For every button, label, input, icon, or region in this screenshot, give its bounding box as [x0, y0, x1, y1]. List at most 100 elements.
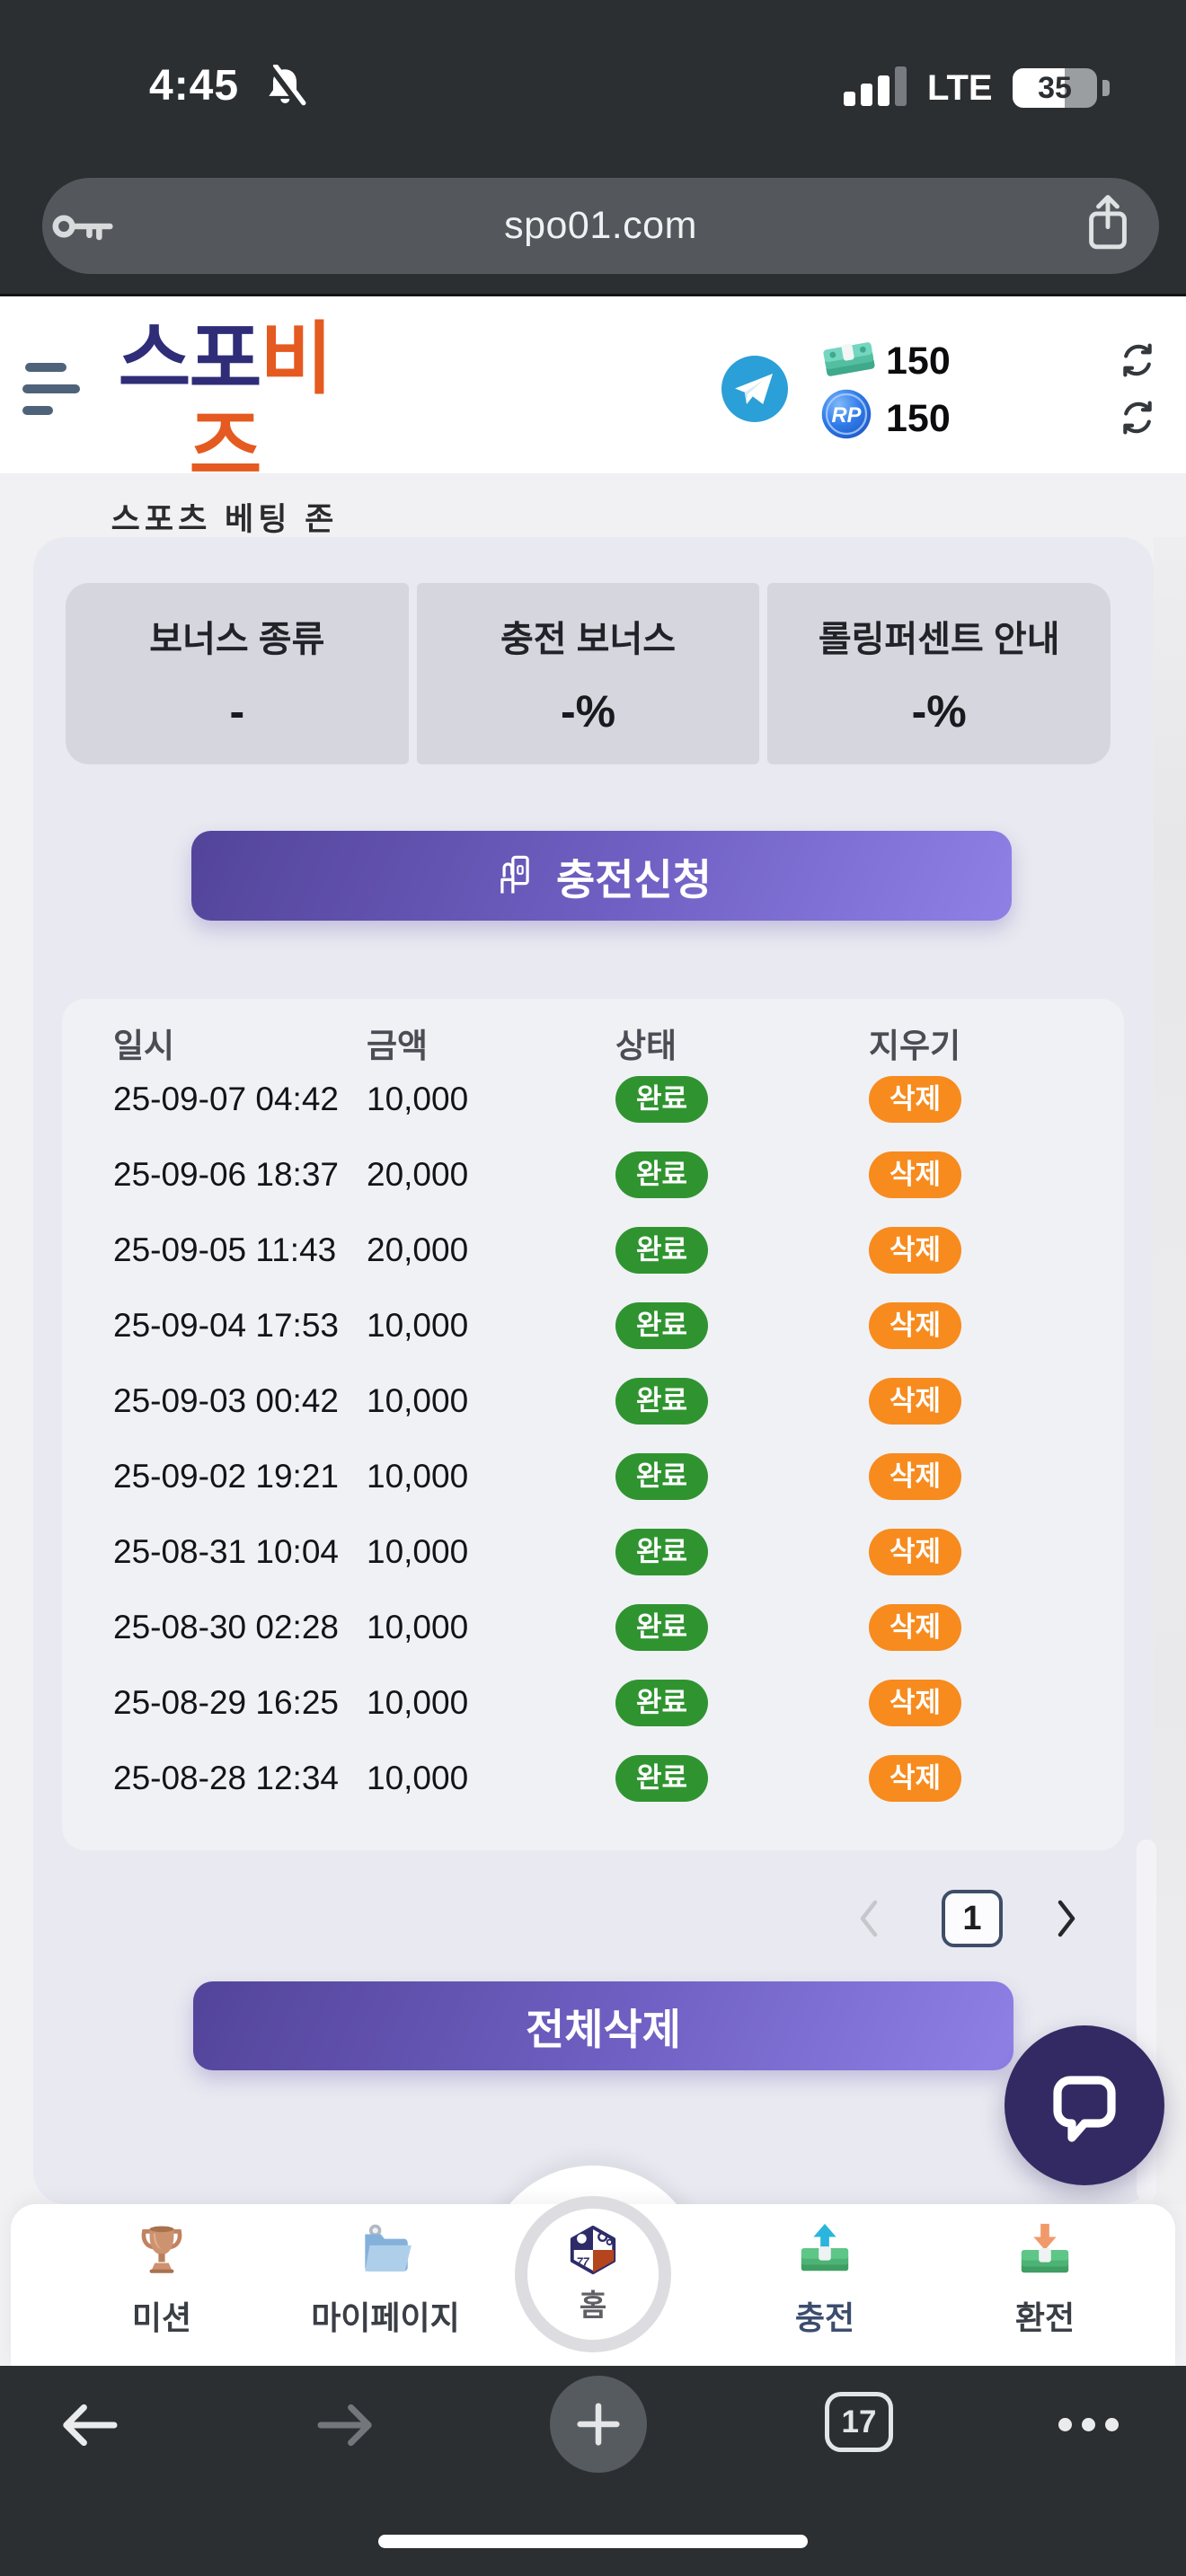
row-amount: 10,000	[367, 1458, 469, 1495]
pagination-page-1[interactable]: 1	[942, 1890, 1003, 1947]
table-row: 25-09-04 17:53 10,000 완료 삭제	[62, 1288, 1124, 1363]
row-delete-button[interactable]: 삭제	[869, 1529, 961, 1575]
row-delete-cell: 삭제	[869, 1604, 961, 1651]
status-badge: 완료	[615, 1680, 708, 1726]
row-delete-cell: 삭제	[869, 1378, 961, 1425]
chat-fab-button[interactable]	[1005, 2025, 1164, 2185]
status-badge: 완료	[615, 1755, 708, 1802]
table-row: 25-09-02 19:21 10,000 완료 삭제	[62, 1439, 1124, 1514]
tabs-button[interactable]: 17	[825, 2392, 893, 2452]
share-icon[interactable]	[1084, 190, 1132, 257]
nav-item-home[interactable]: 77 홈	[515, 2196, 671, 2352]
site-badge-icon: 77	[570, 2225, 616, 2275]
pagination-next-button[interactable]	[1048, 1893, 1084, 1944]
pagination-prev-button[interactable]	[852, 1893, 888, 1944]
table-header: 일시 금액 상태 지우기	[62, 1019, 1124, 1069]
chat-bubble-icon	[1053, 2076, 1116, 2142]
row-delete-button[interactable]: 삭제	[869, 1680, 961, 1726]
row-date: 25-08-30 02:28	[113, 1609, 339, 1645]
cash-amount: 150	[886, 340, 951, 383]
password-key-icon[interactable]	[52, 205, 117, 248]
nav-item-recharge[interactable]: 충전	[726, 2220, 924, 2339]
nav-label-exchange: 환전	[1014, 2299, 1075, 2336]
row-status-cell: 완료	[615, 1151, 708, 1198]
header-delete: 지우기	[869, 1028, 961, 1064]
point-amount: 150	[886, 397, 951, 440]
row-status-cell: 완료	[615, 1680, 708, 1726]
trophy-icon	[141, 2226, 182, 2273]
row-amount: 10,000	[367, 1382, 469, 1419]
home-indicator[interactable]	[378, 2535, 808, 2548]
row-delete-button[interactable]: 삭제	[869, 1755, 961, 1802]
row-status-cell: 완료	[615, 1529, 708, 1575]
nav-item-exchange[interactable]: 환전	[946, 2220, 1144, 2339]
row-date: 25-09-07 04:42	[113, 1081, 339, 1117]
delete-all-button[interactable]: 전체삭제	[193, 1981, 1013, 2070]
nav-label-home: 홈	[579, 2289, 607, 2322]
menu-button[interactable]	[22, 363, 85, 417]
cash-icon	[823, 342, 875, 376]
url-text: spo01.com	[504, 204, 697, 247]
recharge-request-button[interactable]: 충전신청	[191, 831, 1012, 921]
table-row: 25-09-06 18:37 20,000 완료 삭제	[62, 1137, 1124, 1213]
browser-toolbar: 17	[0, 2366, 1186, 2576]
row-delete-button[interactable]: 삭제	[869, 1227, 961, 1274]
rp-coin-icon: RP	[821, 389, 872, 439]
header-date: 일시	[113, 1028, 175, 1064]
recharge-bonus-value: -%	[560, 686, 616, 737]
row-amount: 10,000	[367, 1307, 469, 1344]
refresh-point-icon[interactable]	[1119, 399, 1156, 437]
row-amount: 10,000	[367, 1684, 469, 1721]
row-delete-button[interactable]: 삭제	[869, 1604, 961, 1651]
hand-money-icon	[500, 855, 529, 894]
nav-label-mission: 미션	[131, 2299, 192, 2336]
new-tab-button[interactable]	[550, 2376, 647, 2473]
row-amount: 10,000	[367, 1533, 469, 1570]
nav-label-mypage: 마이페이지	[311, 2299, 460, 2336]
row-delete-button[interactable]: 삭제	[869, 1378, 961, 1425]
site-logo[interactable]: 스포비즈 스포츠 베팅 존	[90, 315, 359, 540]
back-button[interactable]	[56, 2400, 122, 2450]
row-delete-cell: 삭제	[869, 1227, 961, 1274]
rp-label: RP	[832, 404, 862, 428]
telegram-button[interactable]	[721, 355, 789, 423]
refresh-cash-icon[interactable]	[1119, 341, 1156, 379]
status-time: 4:45	[149, 62, 240, 110]
pagination-current: 1	[962, 1899, 982, 1937]
status-badge: 완료	[615, 1453, 708, 1500]
row-date: 25-09-03 00:42	[113, 1382, 339, 1419]
row-date: 25-08-31 10:04	[113, 1533, 339, 1570]
table-rows: 25-09-07 04:42 10,000 완료 삭제 25-09-06 18:37 20…	[62, 1062, 1124, 1816]
row-delete-button[interactable]: 삭제	[869, 1302, 961, 1349]
status-badge: 완료	[615, 1227, 708, 1274]
plus-icon	[577, 2403, 620, 2446]
delete-all-label: 전체삭제	[526, 2006, 681, 2053]
status-badge: 완료	[615, 1076, 708, 1123]
row-date: 25-08-29 16:25	[113, 1684, 339, 1721]
row-amount: 10,000	[367, 1081, 469, 1117]
tab-count: 17	[841, 2404, 877, 2439]
row-status-cell: 완료	[615, 1302, 708, 1349]
row-status-cell: 완료	[615, 1453, 708, 1500]
nav-item-mypage[interactable]: 마이페이지	[287, 2220, 484, 2339]
status-badge: 완료	[615, 1378, 708, 1425]
browser-menu-button[interactable]	[1058, 2418, 1119, 2431]
svg-text:77: 77	[577, 2255, 590, 2268]
recharge-bonus-card: 충전 보너스 -%	[416, 583, 760, 764]
row-date: 25-09-06 18:37	[113, 1156, 339, 1193]
network-type: LTE	[927, 68, 993, 108]
table-row: 25-08-30 02:28 10,000 완료 삭제	[62, 1590, 1124, 1665]
row-delete-button[interactable]: 삭제	[869, 1076, 961, 1123]
row-delete-button[interactable]: 삭제	[869, 1151, 961, 1198]
rolling-percent-label: 롤링퍼센트 안내	[818, 620, 1060, 659]
nav-item-mission[interactable]: 미션	[63, 2220, 261, 2339]
table-row: 25-08-31 10:04 10,000 완료 삭제	[62, 1514, 1124, 1590]
row-delete-button[interactable]: 삭제	[869, 1453, 961, 1500]
battery-nub	[1102, 80, 1110, 96]
rolling-percent-card: 롤링퍼센트 안내 -%	[767, 583, 1111, 764]
header-amount: 금액	[367, 1028, 429, 1064]
row-date: 25-09-05 11:43	[113, 1231, 337, 1268]
address-bar[interactable]: spo01.com	[42, 178, 1159, 274]
forward-button[interactable]	[313, 2400, 379, 2450]
